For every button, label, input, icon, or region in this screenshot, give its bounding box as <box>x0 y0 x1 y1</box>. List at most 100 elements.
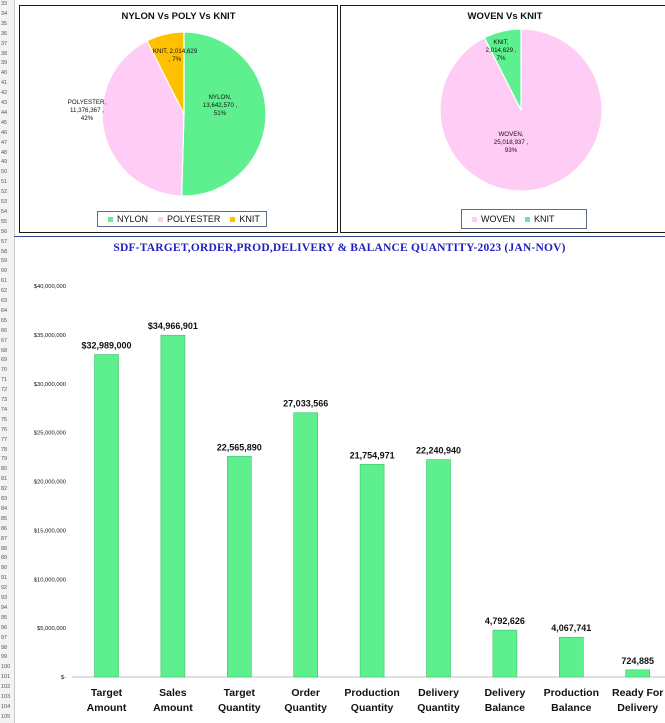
bar[interactable] <box>160 334 186 678</box>
row-number: 70 <box>1 367 8 374</box>
pie-slice-nylon[interactable] <box>180 31 267 197</box>
row-number: 53 <box>1 199 8 205</box>
row-number: 48 <box>1 149 8 156</box>
row-number: 87 <box>1 535 8 542</box>
row-number: 72 <box>1 387 8 394</box>
row-number: 86 <box>1 525 8 532</box>
row-number: 44 <box>1 109 8 116</box>
x-category-label: Target Quantity <box>218 687 261 714</box>
row-number: 33 <box>1 1 8 7</box>
row-number: 36 <box>1 30 8 37</box>
pie-chart-nylon-poly-knit[interactable]: NYLON Vs POLY Vs KNIT NYLON, 13,642,570 ,… <box>19 5 338 233</box>
pie-chart-legend: WOVEN KNIT <box>461 209 587 229</box>
row-number: 96 <box>1 624 8 631</box>
row-number: 65 <box>1 317 8 324</box>
row-number: 102 <box>1 684 11 691</box>
y-tick-label: $30,000,000 <box>34 382 66 388</box>
legend-item-polyester: POLYESTER <box>158 214 220 224</box>
x-category-label: Ready For Delivery <box>612 687 663 714</box>
x-category-label: Target Amount <box>87 687 127 714</box>
row-number: 58 <box>1 248 8 255</box>
row-number: 59 <box>1 258 8 265</box>
row-number: 64 <box>1 307 8 314</box>
legend-swatch-knit <box>525 216 531 222</box>
row-number: 83 <box>1 496 8 502</box>
row-number-gutter: 33 34 35 36 37 38 39 40 41 42 43 44 45 46 47 48 49 50 51 52… <box>0 0 15 723</box>
y-tick-label: $25,000,000 <box>34 431 66 437</box>
row-number: 75 <box>1 416 8 423</box>
bar[interactable] <box>359 464 385 678</box>
row-number: 81 <box>1 476 8 483</box>
row-number: 97 <box>1 634 8 641</box>
row-number: 91 <box>1 575 8 582</box>
row-number: 66 <box>1 327 8 334</box>
row-number: 77 <box>1 436 8 443</box>
bar[interactable] <box>293 412 319 678</box>
row-number: 98 <box>1 644 8 651</box>
row-number: 80 <box>1 466 8 473</box>
bar-data-label: 724,885 <box>621 656 654 666</box>
row-number: 54 <box>1 208 8 215</box>
row-number: 40 <box>1 70 8 77</box>
bar-data-label: 22,565,890 <box>217 442 262 452</box>
pie-slice-knit[interactable] <box>146 31 185 115</box>
pie-chart-svg: NYLON, 13,642,570 , 51% POLYESTER, 11,376,36… <box>68 31 267 197</box>
row-number: 93 <box>1 595 8 601</box>
bar[interactable] <box>558 636 584 678</box>
row-number: 105 <box>1 713 11 720</box>
row-number: 52 <box>1 189 8 196</box>
bar-data-label: 4,067,741 <box>551 623 591 633</box>
bar[interactable] <box>492 629 518 678</box>
pie-chart-svg: WOVEN, 25,018,937 , 93% KNIT, 2,014,629 , 7% <box>439 28 603 192</box>
section-divider <box>14 236 665 237</box>
bar[interactable] <box>426 459 451 678</box>
pie-slice-knit[interactable] <box>483 28 522 111</box>
legend-item-woven: WOVEN <box>472 214 515 224</box>
pie-data-label: KNIT, 2,014,629, 7% <box>153 48 198 63</box>
row-number: 63 <box>1 298 8 304</box>
row-number: 82 <box>1 486 8 493</box>
bar-data-label: 22,240,940 <box>416 446 461 456</box>
row-number: 41 <box>1 80 8 87</box>
legend-label: NYLON <box>117 214 149 224</box>
y-tick-label: $15,000,000 <box>34 528 66 534</box>
bar[interactable] <box>227 456 252 678</box>
row-number: 37 <box>1 40 8 47</box>
row-number: 42 <box>1 90 8 97</box>
row-number: 89 <box>1 555 8 562</box>
pie-data-label: KNIT, 2,014,629 , 7% <box>486 39 517 62</box>
y-tick-label: $40,000,000 <box>34 284 66 290</box>
pie-chart-title: NYLON Vs POLY Vs KNIT <box>121 11 236 22</box>
row-number: 100 <box>1 664 11 671</box>
x-category-label: Delivery Balance <box>484 687 525 714</box>
row-number: 103 <box>1 694 11 700</box>
row-number: 61 <box>1 278 8 285</box>
pie-chart-legend: NYLON POLYESTER KNIT <box>97 211 267 227</box>
row-number: 56 <box>1 228 8 235</box>
row-number: 49 <box>1 159 8 166</box>
legend-label: POLYESTER <box>167 214 221 224</box>
bar-data-label: $34,966,901 <box>148 321 198 331</box>
row-number: 101 <box>1 674 11 681</box>
row-number: 35 <box>1 20 8 27</box>
pie-data-label: POLYESTER, 11,376,367 , 42% <box>68 99 107 122</box>
row-number: 34 <box>1 10 8 17</box>
row-number: 57 <box>1 238 8 245</box>
row-number: 85 <box>1 515 8 522</box>
legend-label: KNIT <box>239 214 260 224</box>
row-number: 51 <box>1 179 8 186</box>
pie-chart-woven-knit[interactable]: WOVEN Vs KNIT WOVEN, 25,018,937 , 93% KNIT,… <box>340 5 665 233</box>
pie-slice-polyester[interactable] <box>101 40 185 197</box>
row-number: 46 <box>1 129 8 136</box>
row-number: 60 <box>1 268 8 275</box>
bar-data-label: 21,754,971 <box>350 450 395 460</box>
bar-data-label: 4,792,626 <box>485 616 525 626</box>
bar[interactable] <box>94 354 119 678</box>
legend-label: KNIT <box>534 214 555 224</box>
row-number: 88 <box>1 545 8 552</box>
bar[interactable] <box>625 669 651 678</box>
pie-data-label: WOVEN, 25,018,937 , 93% <box>494 131 529 154</box>
row-number: 94 <box>1 604 8 611</box>
row-number: 76 <box>1 426 8 433</box>
y-tick-label: $20,000,000 <box>34 480 66 486</box>
